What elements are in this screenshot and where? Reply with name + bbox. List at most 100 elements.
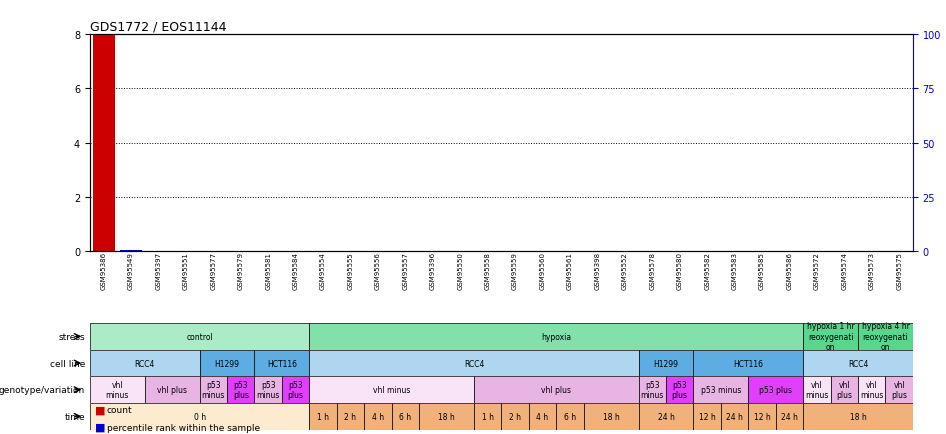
- Text: hypoxia 1 hr
reoxygenati
on: hypoxia 1 hr reoxygenati on: [807, 322, 854, 352]
- Text: HCT116: HCT116: [733, 359, 763, 368]
- FancyBboxPatch shape: [227, 376, 254, 403]
- Text: GSM95573: GSM95573: [868, 252, 875, 289]
- FancyBboxPatch shape: [90, 350, 200, 376]
- Text: p53
plus: p53 plus: [233, 380, 249, 399]
- Text: ■: ■: [95, 404, 105, 414]
- Text: RCC4: RCC4: [464, 359, 484, 368]
- Text: GSM95551: GSM95551: [183, 252, 189, 289]
- FancyBboxPatch shape: [419, 403, 474, 430]
- FancyBboxPatch shape: [90, 403, 309, 430]
- Text: H1299: H1299: [654, 359, 678, 368]
- Text: GSM95582: GSM95582: [704, 252, 710, 289]
- Text: GSM95586: GSM95586: [786, 252, 793, 289]
- FancyBboxPatch shape: [693, 350, 803, 376]
- Text: GSM95575: GSM95575: [896, 252, 902, 289]
- FancyBboxPatch shape: [584, 403, 639, 430]
- Text: GSM95558: GSM95558: [484, 252, 491, 289]
- Text: GSM95397: GSM95397: [155, 252, 162, 290]
- FancyBboxPatch shape: [639, 350, 693, 376]
- FancyBboxPatch shape: [693, 376, 748, 403]
- Text: p53
minus: p53 minus: [256, 380, 280, 399]
- FancyBboxPatch shape: [885, 376, 913, 403]
- FancyBboxPatch shape: [776, 403, 803, 430]
- Text: 24 h: 24 h: [781, 412, 797, 421]
- FancyBboxPatch shape: [529, 403, 556, 430]
- Text: p53 minus: p53 minus: [701, 385, 741, 394]
- Text: stress: stress: [59, 332, 85, 341]
- Text: vhl
plus: vhl plus: [836, 380, 852, 399]
- FancyBboxPatch shape: [309, 323, 803, 350]
- Text: vhl minus: vhl minus: [373, 385, 411, 394]
- FancyBboxPatch shape: [309, 376, 474, 403]
- Text: 0 h: 0 h: [194, 412, 205, 421]
- Text: GSM95579: GSM95579: [237, 252, 244, 289]
- FancyBboxPatch shape: [282, 376, 309, 403]
- FancyBboxPatch shape: [858, 376, 885, 403]
- Text: 1 h: 1 h: [482, 412, 494, 421]
- Text: GSM95560: GSM95560: [539, 252, 546, 289]
- FancyBboxPatch shape: [90, 323, 309, 350]
- Text: vhl
minus: vhl minus: [860, 380, 884, 399]
- FancyBboxPatch shape: [90, 376, 145, 403]
- FancyBboxPatch shape: [803, 403, 913, 430]
- FancyBboxPatch shape: [474, 403, 501, 430]
- FancyBboxPatch shape: [748, 376, 803, 403]
- Text: GSM95556: GSM95556: [375, 252, 381, 289]
- Text: GSM95557: GSM95557: [402, 252, 409, 289]
- Text: GSM95398: GSM95398: [594, 252, 601, 290]
- Text: GSM95561: GSM95561: [567, 252, 573, 289]
- Bar: [93, 35, 114, 252]
- Text: GSM95552: GSM95552: [622, 252, 628, 289]
- FancyBboxPatch shape: [721, 403, 748, 430]
- Text: 18 h: 18 h: [850, 412, 867, 421]
- Text: 12 h: 12 h: [699, 412, 715, 421]
- Text: GSM95555: GSM95555: [347, 252, 354, 289]
- Text: GSM95559: GSM95559: [512, 252, 518, 289]
- Text: GSM95549: GSM95549: [128, 252, 134, 289]
- FancyBboxPatch shape: [639, 376, 666, 403]
- Text: p53
plus: p53 plus: [288, 380, 304, 399]
- FancyBboxPatch shape: [337, 403, 364, 430]
- FancyBboxPatch shape: [803, 376, 831, 403]
- Text: GDS1772 / EOS11144: GDS1772 / EOS11144: [90, 20, 226, 33]
- Text: GSM95572: GSM95572: [814, 252, 820, 289]
- FancyBboxPatch shape: [639, 403, 693, 430]
- Text: GSM95583: GSM95583: [731, 252, 738, 289]
- Text: HCT116: HCT116: [267, 359, 297, 368]
- FancyBboxPatch shape: [145, 376, 200, 403]
- FancyBboxPatch shape: [392, 403, 419, 430]
- Text: p53
plus: p53 plus: [672, 380, 688, 399]
- FancyBboxPatch shape: [666, 376, 693, 403]
- FancyBboxPatch shape: [831, 376, 858, 403]
- Text: 18 h: 18 h: [438, 412, 455, 421]
- Text: genotype/variation: genotype/variation: [0, 385, 85, 394]
- Text: vhl plus: vhl plus: [157, 385, 187, 394]
- Text: GSM95574: GSM95574: [841, 252, 848, 289]
- FancyBboxPatch shape: [254, 376, 282, 403]
- FancyBboxPatch shape: [364, 403, 392, 430]
- Text: 6 h: 6 h: [564, 412, 576, 421]
- FancyBboxPatch shape: [803, 350, 913, 376]
- Text: 18 h: 18 h: [603, 412, 620, 421]
- Text: hypoxia: hypoxia: [541, 332, 571, 341]
- Text: ■: ■: [95, 422, 105, 432]
- Text: vhl
minus: vhl minus: [106, 380, 129, 399]
- Text: 24 h: 24 h: [657, 412, 674, 421]
- FancyBboxPatch shape: [309, 350, 639, 376]
- Text: GSM95585: GSM95585: [759, 252, 765, 289]
- FancyBboxPatch shape: [858, 323, 913, 350]
- FancyBboxPatch shape: [501, 403, 529, 430]
- FancyBboxPatch shape: [254, 350, 309, 376]
- Text: time: time: [64, 412, 85, 421]
- Text: vhl
plus: vhl plus: [891, 380, 907, 399]
- Text: 2 h: 2 h: [344, 412, 357, 421]
- Text: 24 h: 24 h: [727, 412, 743, 421]
- Text: percentile rank within the sample: percentile rank within the sample: [107, 423, 260, 432]
- FancyBboxPatch shape: [474, 376, 639, 403]
- Text: vhl
minus: vhl minus: [805, 380, 829, 399]
- Text: p53
minus: p53 minus: [640, 380, 664, 399]
- Text: control: control: [186, 332, 213, 341]
- Text: 4 h: 4 h: [372, 412, 384, 421]
- Bar: [120, 250, 142, 252]
- FancyBboxPatch shape: [200, 350, 254, 376]
